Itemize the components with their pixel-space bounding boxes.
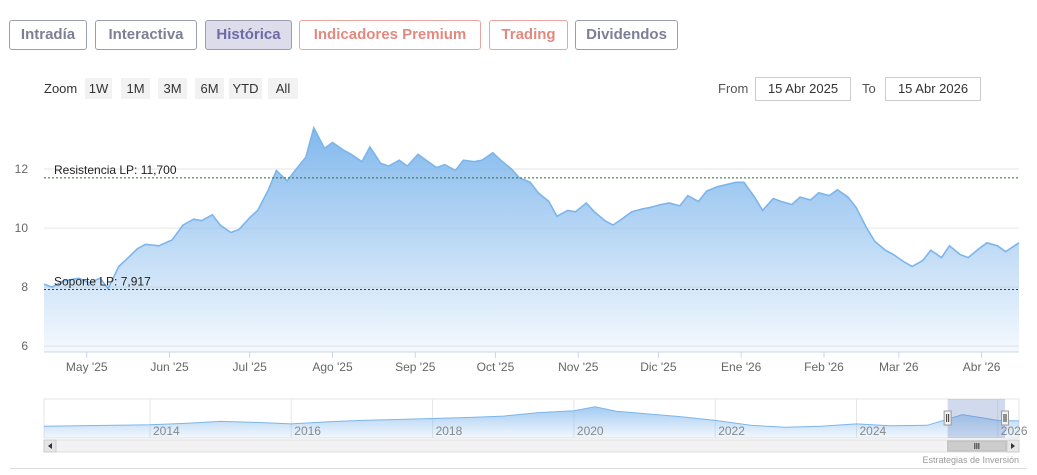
tab-trading[interactable]: Trading [489,20,568,50]
arrow-right-icon [1011,443,1015,449]
x-tick-label: Nov '25 [558,360,599,374]
x-tick-label: May '25 [66,360,108,374]
handle-body [943,410,952,426]
credits-text: Estrategias de Inversión [922,455,1019,465]
divider [10,468,1027,469]
x-tick-label: Sep '25 [395,360,436,374]
x-tick-label: Dic '25 [640,360,677,374]
navigator-line [43,406,1020,428]
navigator-tick-label: 2024 [860,424,887,438]
navigator-tick-label: 2020 [577,424,604,438]
navigator-selection[interactable] [943,399,1009,438]
x-tick-label: Abr '26 [963,360,1001,374]
price-line [43,125,1020,291]
tab-indicadores-premium[interactable]: Indicadores Premium [299,20,481,50]
arrow-left-icon [48,443,52,449]
zoom-ytd-button[interactable]: YTD [229,78,262,99]
zoom-6m-button[interactable]: 6M [195,78,224,99]
x-tick-label: Mar '26 [879,360,919,374]
x-tick-label: Jun '25 [150,360,189,374]
range-to-label: To [862,81,876,96]
tab-intradia[interactable]: Intradía [9,20,87,50]
y-tick-label: 10 [15,221,29,235]
range-to-input[interactable]: 15 Abr 2026 [885,77,981,101]
navigator-tick-label: 2026 [1001,424,1028,438]
handle-body [1001,410,1009,426]
x-tick-label: Ago '25 [312,360,353,374]
navigator-area [44,406,1019,438]
navigator-tick-label: 2016 [294,424,321,438]
y-tick-label: 8 [21,280,28,294]
zoom-label: Zoom [44,81,78,96]
navigator-tick-label: 2022 [718,424,745,438]
navigator-tick-label: 2018 [436,424,463,438]
scrollbar[interactable] [43,439,1020,453]
zoom-all-button[interactable]: All [268,78,298,99]
zoom-3m-button[interactable]: 3M [158,78,187,99]
y-tick-label: 6 [21,339,28,353]
x-tick-label: Jul '25 [233,360,268,374]
tab-historica[interactable]: Histórica [205,20,292,50]
navigator-mask [947,399,1005,438]
support-label: Soporte LP: 7,917 [54,275,151,289]
range-from-input[interactable]: 15 Abr 2025 [755,77,851,101]
navigator-right-handle[interactable] [1001,410,1009,426]
price-area [44,127,1019,352]
scrollbar-track [43,439,1020,453]
tab-interactiva[interactable]: Interactiva [95,20,197,50]
y-tick-label: 12 [15,162,29,176]
tab-dividendos[interactable]: Dividendos [575,20,678,50]
navigator-left-handle[interactable] [943,410,952,426]
x-tick-label: Feb '26 [804,360,844,374]
range-from-label: From [718,81,749,96]
navigator-tick-label: 2014 [153,424,180,438]
zoom-1w-button[interactable]: 1W [85,78,112,99]
x-tick-label: Ene '26 [721,360,762,374]
x-tick-label: Oct '25 [477,360,515,374]
price-chart[interactable]: 6 8 10 12 May '25 Jun '25 Jul '25 Ago '25 Sep '2… [0,100,1037,470]
resistance-label: Resistencia LP: 11,700 [54,163,177,177]
zoom-1m-button[interactable]: 1M [121,78,150,99]
